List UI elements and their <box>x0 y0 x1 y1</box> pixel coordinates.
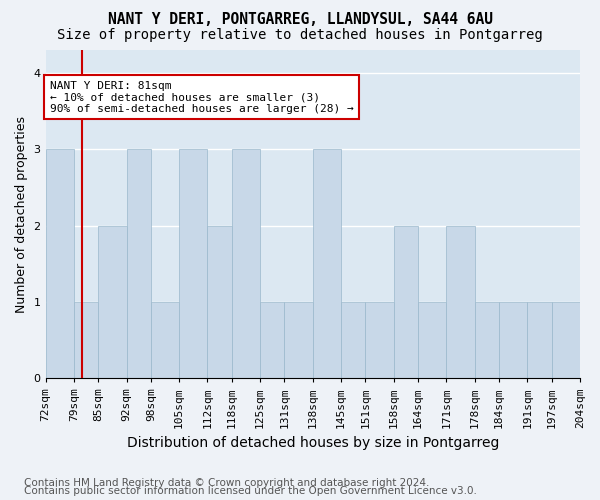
Bar <box>232 149 260 378</box>
Bar <box>313 149 341 378</box>
Bar <box>499 302 527 378</box>
Text: Contains HM Land Registry data © Crown copyright and database right 2024.: Contains HM Land Registry data © Crown c… <box>24 478 430 488</box>
X-axis label: Distribution of detached houses by size in Pontgarreg: Distribution of detached houses by size … <box>127 436 499 450</box>
Text: Contains public sector information licensed under the Open Government Licence v3: Contains public sector information licen… <box>24 486 477 496</box>
Bar <box>98 226 127 378</box>
Bar <box>179 149 208 378</box>
Text: Size of property relative to detached houses in Pontgarreg: Size of property relative to detached ho… <box>57 28 543 42</box>
Bar <box>46 149 74 378</box>
Bar <box>527 302 551 378</box>
Bar <box>151 302 179 378</box>
Bar <box>394 226 418 378</box>
Bar <box>365 302 394 378</box>
Bar <box>74 302 98 378</box>
Text: NANT Y DERI, PONTGARREG, LLANDYSUL, SA44 6AU: NANT Y DERI, PONTGARREG, LLANDYSUL, SA44… <box>107 12 493 28</box>
Bar <box>208 226 232 378</box>
Bar <box>341 302 365 378</box>
Bar <box>127 149 151 378</box>
Bar <box>284 302 313 378</box>
Bar <box>418 302 446 378</box>
Bar <box>446 226 475 378</box>
Bar <box>551 302 580 378</box>
Bar <box>475 302 499 378</box>
Text: NANT Y DERI: 81sqm
← 10% of detached houses are smaller (3)
90% of semi-detached: NANT Y DERI: 81sqm ← 10% of detached hou… <box>50 80 353 114</box>
Y-axis label: Number of detached properties: Number of detached properties <box>15 116 28 312</box>
Bar <box>260 302 284 378</box>
